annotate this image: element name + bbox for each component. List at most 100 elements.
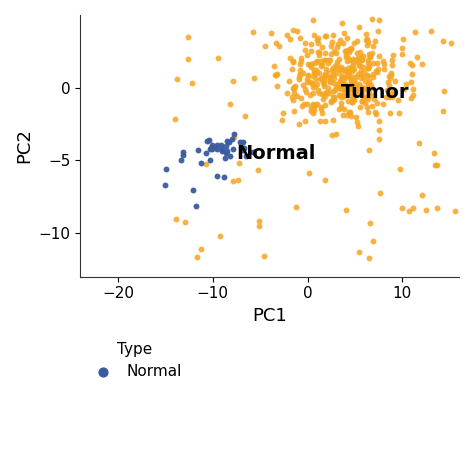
Point <box>318 91 326 98</box>
Point <box>197 245 205 252</box>
Point <box>382 93 389 100</box>
Point <box>357 71 365 78</box>
Point <box>297 54 305 62</box>
Point <box>323 68 330 75</box>
Point <box>305 169 313 176</box>
Point <box>345 56 353 64</box>
Point <box>209 145 216 153</box>
Point <box>271 72 279 79</box>
Point <box>422 206 429 214</box>
Point <box>222 142 229 149</box>
Point <box>303 100 311 108</box>
Point <box>283 31 291 39</box>
Point <box>213 145 221 153</box>
Point <box>399 50 406 58</box>
Point <box>368 50 376 57</box>
Point <box>336 91 344 99</box>
Point <box>226 153 233 160</box>
Point <box>319 78 327 86</box>
Point <box>380 60 388 67</box>
Point <box>352 73 360 81</box>
Point <box>260 253 267 260</box>
Point <box>465 82 472 90</box>
Point <box>310 103 318 111</box>
Point <box>373 59 381 66</box>
Point <box>402 80 410 87</box>
Point <box>452 208 459 215</box>
Point <box>194 146 202 154</box>
Point <box>184 55 191 63</box>
Point <box>347 76 355 84</box>
Point <box>362 99 369 107</box>
Point <box>332 84 340 91</box>
Point <box>317 106 325 113</box>
Point <box>374 27 382 35</box>
Point <box>317 57 325 64</box>
Point <box>337 77 344 84</box>
Point <box>386 109 393 117</box>
Point <box>270 62 277 69</box>
Point <box>333 49 340 57</box>
Point <box>350 39 358 46</box>
Point <box>291 83 298 91</box>
Point <box>301 40 309 47</box>
Point <box>324 60 331 67</box>
Point <box>356 85 364 93</box>
Point <box>364 59 372 67</box>
Point <box>239 138 247 146</box>
Point <box>311 82 319 90</box>
Point <box>343 67 350 75</box>
Point <box>353 56 360 64</box>
Point <box>380 65 388 73</box>
Point <box>310 59 318 66</box>
Point <box>304 72 312 80</box>
Point <box>299 81 307 89</box>
Point <box>398 45 406 52</box>
Point <box>346 108 353 115</box>
Point <box>372 110 380 118</box>
Point <box>407 94 415 102</box>
Point <box>290 89 298 97</box>
Point <box>321 71 328 79</box>
Point <box>367 52 374 59</box>
Point <box>227 100 234 108</box>
Point <box>346 83 354 91</box>
Point <box>285 77 293 85</box>
Point <box>333 61 341 69</box>
Point <box>315 48 323 56</box>
Point <box>354 91 362 99</box>
Point <box>339 111 346 118</box>
Point <box>336 91 343 99</box>
Point <box>161 182 169 189</box>
Point <box>343 34 351 42</box>
Point <box>317 75 325 83</box>
Point <box>337 64 345 71</box>
Point <box>296 60 304 68</box>
Point <box>321 89 329 97</box>
Point <box>340 29 347 37</box>
Point <box>326 56 334 64</box>
Point <box>344 46 351 54</box>
Point <box>350 55 357 63</box>
Point <box>347 45 355 52</box>
Point <box>311 68 319 76</box>
Point <box>387 69 395 76</box>
Point <box>395 109 403 117</box>
Point <box>430 150 438 157</box>
Point <box>273 71 281 78</box>
Point <box>385 93 392 100</box>
Point <box>329 64 337 72</box>
Point <box>349 61 357 69</box>
Point <box>309 17 317 24</box>
Point <box>369 237 376 245</box>
Point <box>394 96 401 104</box>
Point <box>333 58 341 66</box>
Point <box>163 165 170 173</box>
Point <box>305 61 312 68</box>
Point <box>173 75 181 83</box>
Point <box>289 84 296 91</box>
Point <box>355 62 363 69</box>
Point <box>399 204 406 211</box>
Point <box>343 53 350 61</box>
Point <box>283 89 291 96</box>
